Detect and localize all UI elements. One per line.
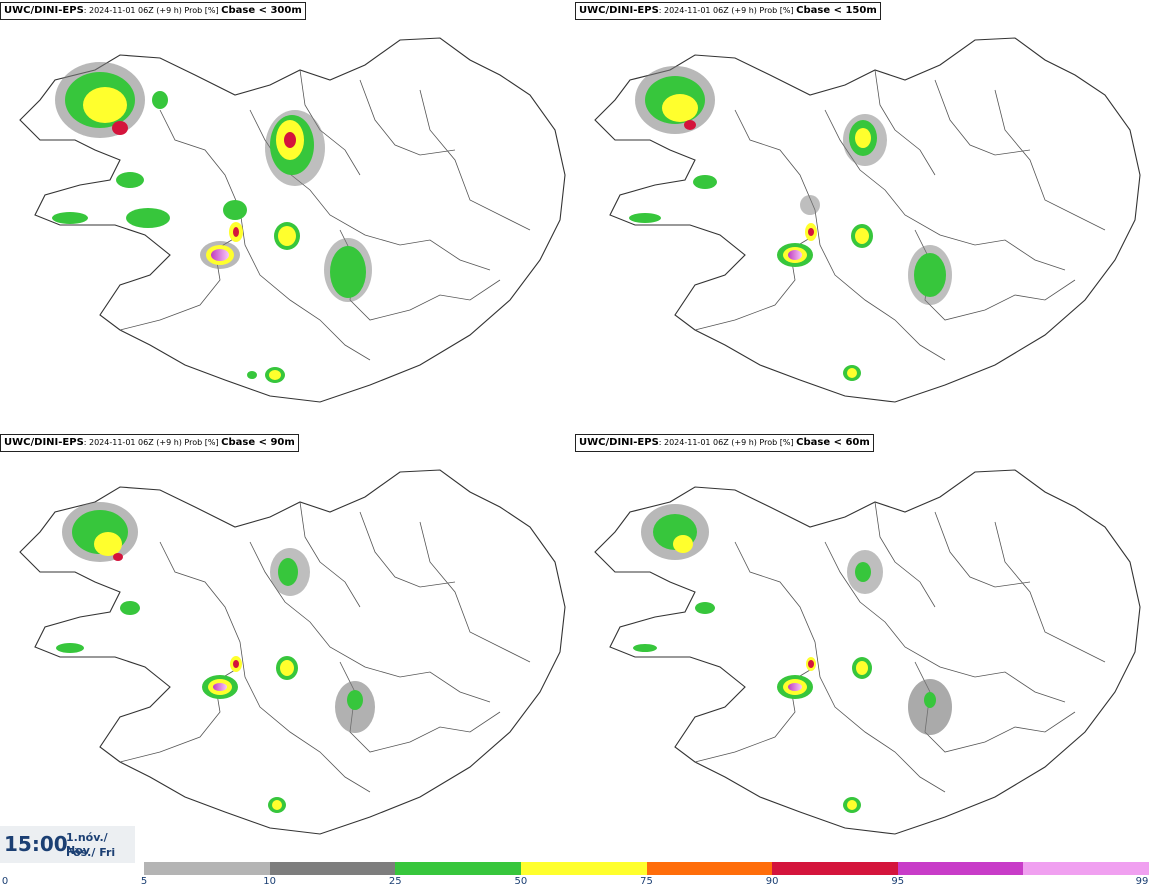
colorbar-tick: 5 [140, 876, 148, 887]
colorbar-segment [646, 862, 773, 875]
colorbar-segment [144, 862, 270, 875]
colorbar-tick: 10 [263, 876, 276, 887]
valid-time-box: 15:00 1.nóv./ Nov Fös./ Fri [0, 826, 135, 863]
colorbar-tick: 90 [765, 876, 779, 887]
map-panel-cbase-90: UWC/DINI-EPS: 2024-11-01 06Z (+9 h) Prob… [0, 432, 575, 864]
valid-time: 15:00 [4, 832, 68, 856]
iceland-map [19, 469, 566, 835]
iceland-map [594, 37, 1141, 403]
iceland-map [19, 37, 566, 403]
colorbar-tick: 0 [1, 876, 9, 887]
probability-fields [629, 66, 952, 381]
probability-fields [633, 504, 952, 813]
panel-title: UWC/DINI-EPS: 2024-11-01 06Z (+9 h) Prob… [575, 2, 881, 20]
valid-day: Fös./ Fri [66, 846, 116, 859]
panel-title: UWC/DINI-EPS: 2024-11-01 06Z (+9 h) Prob… [575, 434, 874, 452]
colorbar-segment [395, 862, 521, 875]
map-panel-cbase-60: UWC/DINI-EPS: 2024-11-01 06Z (+9 h) Prob… [575, 432, 1150, 864]
colorbar-segment [1023, 862, 1149, 875]
colorbar-tick: 95 [891, 876, 905, 887]
probability-colorbar [144, 862, 1149, 875]
map-panel-cbase-150: UWC/DINI-EPS: 2024-11-01 06Z (+9 h) Prob… [575, 0, 1150, 432]
colorbar-tick: 50 [514, 876, 528, 887]
valid-date: 1.nóv./ Nov [66, 831, 108, 857]
colorbar-segment [772, 862, 898, 875]
colorbar-ticks: 0 5 10 25 50 75 90 95 99 [0, 876, 1150, 890]
colorbar-tick: 75 [640, 876, 653, 887]
colorbar-segment [520, 862, 647, 875]
colorbar-segment [897, 862, 1024, 875]
probability-fields [56, 502, 375, 813]
colorbar-segment [269, 862, 396, 875]
panel-title: UWC/DINI-EPS: 2024-11-01 06Z (+9 h) Prob… [0, 2, 306, 20]
iceland-map [594, 469, 1141, 835]
colorbar-tick: 25 [388, 876, 402, 887]
colorbar-tick: 99 [1135, 876, 1149, 887]
panel-title: UWC/DINI-EPS: 2024-11-01 06Z (+9 h) Prob… [0, 434, 299, 452]
map-panel-cbase-300: UWC/DINI-EPS: 2024-11-01 06Z (+9 h) Prob… [0, 0, 575, 432]
probability-fields [52, 62, 372, 383]
